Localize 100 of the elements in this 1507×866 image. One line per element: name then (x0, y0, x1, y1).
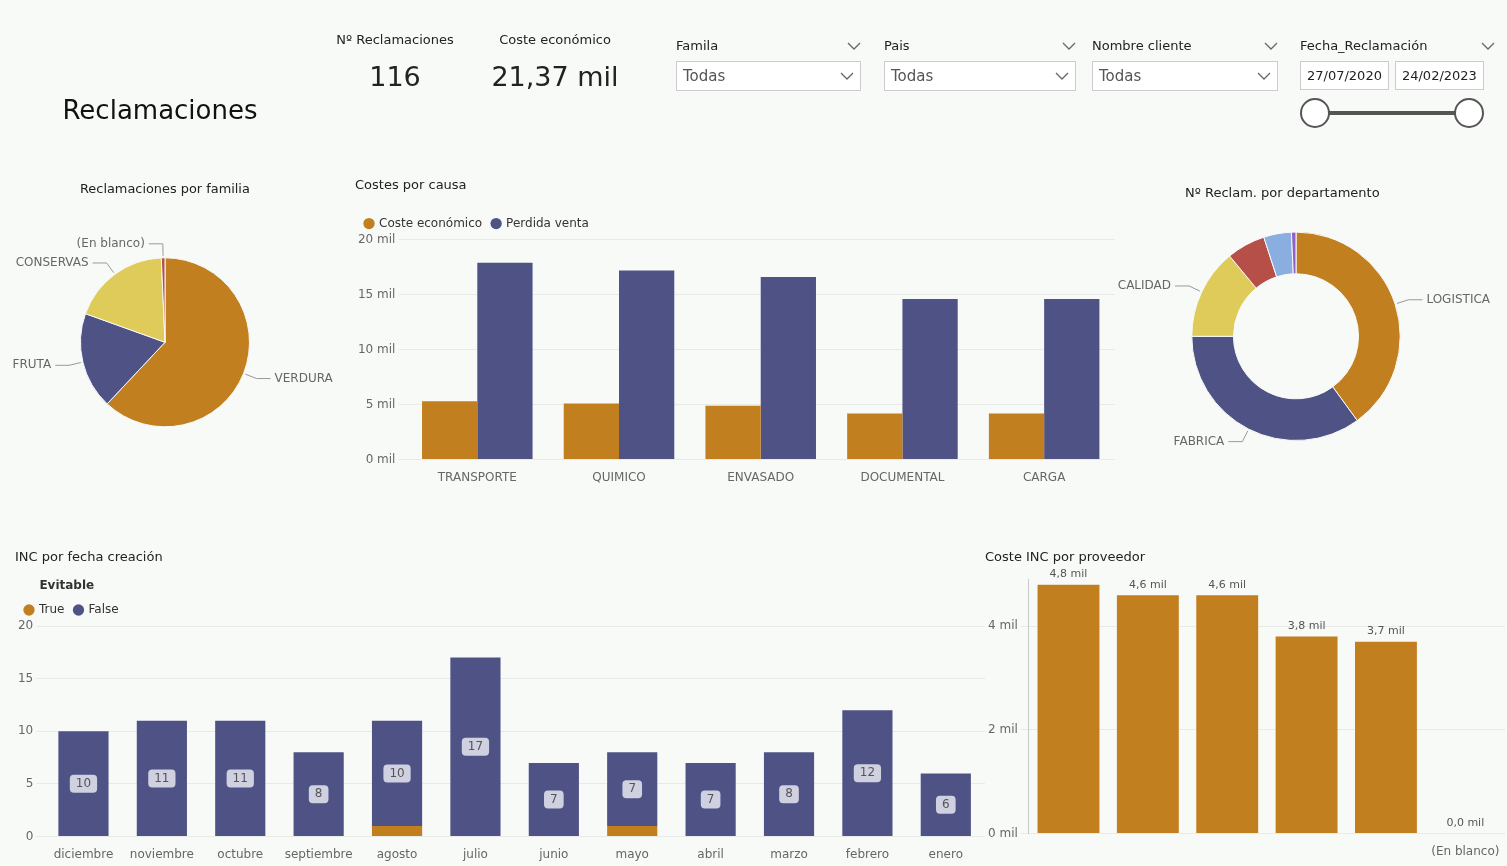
bar (371, 826, 423, 837)
text: Todas (683, 67, 726, 85)
text: Famila (676, 38, 719, 53)
text: 24/02/2023 (1394, 61, 1484, 90)
x-tick-label: marzo (770, 846, 808, 861)
data-label: 7 (628, 781, 637, 796)
data-label: 7 (706, 791, 715, 806)
text: Coste económico (498, 32, 612, 47)
bar (528, 762, 579, 837)
text: Todas (891, 67, 934, 85)
chart-title: Coste INC por proveedor (985, 549, 1146, 565)
data-label: 0,0 mil (1446, 815, 1485, 829)
y-tick-label: 20 (17, 618, 34, 633)
slice-label: CONSERVAS (15, 255, 89, 270)
x-tick-label: DOCUMENTAL (860, 469, 945, 484)
x-tick-label: junio (538, 846, 569, 861)
bar (450, 657, 501, 837)
y-tick-label: 15 mil (357, 286, 396, 301)
data-label: 4,6 mil (1128, 577, 1167, 591)
bar (422, 401, 478, 460)
text: 21,37 mil (490, 61, 620, 92)
slice-label: CALIDAD (1117, 278, 1172, 293)
y-tick-label: 15 (17, 670, 34, 685)
slice-label: FABRICA (1173, 433, 1226, 448)
y-tick-label: 10 (17, 723, 34, 738)
bar (920, 773, 971, 837)
bar (563, 403, 620, 460)
text: Pais (884, 38, 910, 53)
bar (293, 752, 344, 837)
text: 116 (368, 61, 422, 92)
bar (371, 720, 423, 827)
bar (705, 405, 761, 460)
bar (988, 413, 1045, 460)
chart-title: INC por fecha creación (15, 549, 163, 565)
bar (902, 299, 958, 460)
bar (607, 826, 658, 837)
chart-title: Reclamaciones por familia (80, 181, 250, 197)
y-tick-label: 10 mil (357, 341, 396, 356)
bar (1275, 636, 1338, 834)
x-tick-label: QUIMICO (592, 469, 646, 484)
text: Fecha_Reclamación (1300, 38, 1428, 53)
data-label: 4,8 mil (1049, 567, 1088, 581)
y-tick-label: 0 (25, 828, 34, 843)
x-tick-label: febrero (845, 846, 890, 861)
data-label: 3,8 mil (1287, 618, 1326, 632)
x-tick-label: ENVASADO (727, 469, 795, 484)
slice-label: VERDURA (274, 370, 334, 385)
text: 27/07/2020 (1300, 61, 1389, 90)
x-tick-label: TRANSPORTE (436, 469, 517, 484)
y-tick-label: 0 mil (365, 451, 396, 466)
legend-label: True (38, 602, 65, 617)
bar (685, 762, 736, 837)
x-tick-label: enero (928, 846, 963, 861)
y-tick-label: 4 mil (987, 618, 1018, 633)
y-tick-label: 2 mil (987, 722, 1018, 737)
text: Nombre cliente (1092, 38, 1192, 53)
data-label: 11 (232, 770, 248, 785)
y-tick-label: 5 (25, 776, 34, 791)
legend-label: Coste económico (379, 215, 483, 230)
bar (477, 262, 533, 460)
bar (1116, 595, 1179, 834)
data-label: 4,6 mil (1208, 577, 1247, 591)
bar (1355, 641, 1417, 834)
legend-label: False (88, 602, 119, 617)
x-tick-label: septiembre (284, 846, 353, 861)
bar (763, 752, 815, 837)
text: Nº Reclamaciones (335, 32, 455, 47)
bar (847, 413, 903, 460)
x-tick-label: mayo (615, 846, 649, 861)
slice-label: FRUTA (12, 357, 52, 372)
data-label: 6 (941, 796, 950, 811)
x-tick-label: (En blanco) (1431, 843, 1500, 858)
data-label: 7 (550, 791, 558, 806)
legend-title: Evitable (39, 577, 95, 592)
slice-label: LOGISTICA (1426, 291, 1491, 306)
chart-title: Costes por causa (355, 177, 467, 193)
x-tick-label: julio (461, 846, 488, 861)
x-tick-label: noviembre (129, 846, 194, 861)
bar (760, 277, 816, 460)
x-tick-label: diciembre (53, 846, 114, 861)
bar (842, 710, 893, 837)
data-label: 8 (314, 786, 323, 801)
text: Todas (1099, 67, 1142, 85)
legend-label: Perdida venta (506, 215, 589, 230)
data-label: 11 (154, 770, 170, 785)
y-tick-label: 5 mil (365, 396, 396, 411)
data-label: 12 (859, 765, 876, 780)
bar (136, 720, 187, 837)
data-label: 10 (75, 775, 92, 790)
data-label: 8 (785, 786, 793, 801)
bar (1044, 299, 1100, 460)
chart-title: Nº Reclam. por departamento (1185, 185, 1380, 201)
text: Reclamaciones (61, 95, 259, 125)
bar (1037, 584, 1100, 834)
x-tick-label: agosto (376, 846, 418, 861)
slice-label: (En blanco) (76, 235, 145, 250)
data-label: 17 (467, 738, 484, 753)
bar (58, 731, 109, 837)
bar (619, 270, 675, 460)
bar (607, 752, 658, 827)
